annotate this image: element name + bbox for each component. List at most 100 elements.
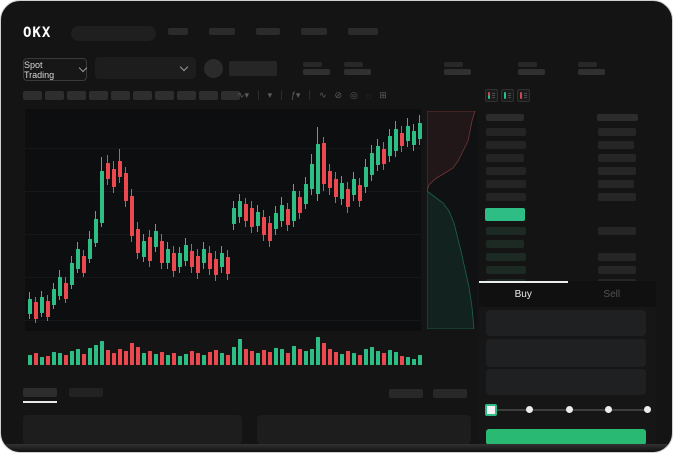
bid-price-row[interactable] <box>486 227 526 235</box>
volume-bar <box>274 348 278 365</box>
tab-buy[interactable]: Buy <box>514 288 532 300</box>
candle <box>304 184 308 204</box>
bid-price-row[interactable] <box>486 253 526 261</box>
volume-chart <box>25 335 422 365</box>
ask-amount-row <box>598 154 636 162</box>
filter-button-2[interactable] <box>433 389 467 398</box>
volume-bar <box>382 353 386 365</box>
volume-bar <box>70 351 74 365</box>
volume-bar <box>304 351 308 365</box>
timeframe-button-10[interactable] <box>221 91 240 100</box>
ask-amount-row <box>598 193 636 201</box>
compare-icon[interactable]: ⊘ <box>334 90 343 100</box>
bid-price-row[interactable] <box>486 240 524 248</box>
history-tab[interactable] <box>69 388 103 397</box>
slider-stop[interactable] <box>604 406 612 413</box>
candle <box>310 164 314 189</box>
nav-item-1[interactable] <box>168 28 188 35</box>
depth-chart[interactable] <box>426 110 477 330</box>
nav-item-5[interactable] <box>348 28 378 35</box>
filter-button-1[interactable] <box>389 389 423 398</box>
nav-item-4[interactable] <box>301 28 327 35</box>
timeframe-button-2[interactable] <box>45 91 64 100</box>
candle-type-icon[interactable]: ∿▾ <box>237 90 250 100</box>
slider-stop[interactable] <box>565 406 573 413</box>
volume-bar <box>118 349 122 365</box>
book-combined-icon[interactable] <box>485 89 498 102</box>
device-bottom-bezel <box>1 444 672 452</box>
candle <box>298 197 302 213</box>
candle <box>94 219 98 243</box>
candle <box>226 257 230 274</box>
ask-price-row[interactable] <box>486 141 526 149</box>
candlestick-chart[interactable] <box>25 109 422 331</box>
ask-price-row[interactable] <box>486 167 526 175</box>
order-input-2[interactable] <box>486 339 646 367</box>
timeframe-button-3[interactable] <box>67 91 86 100</box>
volume-bar <box>46 356 50 365</box>
interval-dropdown-icon[interactable]: ▾ <box>267 90 273 100</box>
buy-submit-button[interactable] <box>486 429 646 445</box>
tab-sell[interactable]: Sell <box>603 288 621 300</box>
stat-value-2 <box>344 69 371 75</box>
order-input-3[interactable] <box>486 369 646 395</box>
candle <box>118 161 122 177</box>
timeframe-button-7[interactable] <box>155 91 174 100</box>
buy-tab-indicator <box>479 281 568 283</box>
stat-value-3 <box>444 69 471 75</box>
snapshot-icon[interactable]: ◎ <box>350 90 358 100</box>
candle <box>196 256 200 273</box>
timeframe-button-9[interactable] <box>199 91 218 100</box>
ask-price-row[interactable] <box>486 128 526 136</box>
indicators-icon[interactable]: ƒ▾ <box>290 90 301 100</box>
bid-price-row[interactable] <box>486 266 526 274</box>
volume-bar <box>232 347 236 365</box>
timeframe-button-5[interactable] <box>111 91 130 100</box>
candle <box>340 183 344 199</box>
pair-selector[interactable] <box>95 57 196 79</box>
volume-bar <box>250 351 254 365</box>
orderbook-display-modes <box>485 89 530 102</box>
fullscreen-icon[interactable]: ⊞ <box>379 90 387 100</box>
volume-bar <box>130 343 134 365</box>
order-input-1[interactable] <box>486 310 646 336</box>
volume-bar <box>124 351 128 365</box>
toolbar-divider: | <box>308 90 311 101</box>
candle <box>256 212 260 226</box>
ask-price-row[interactable] <box>486 193 526 201</box>
candle <box>112 169 116 187</box>
candle <box>328 171 332 188</box>
candle <box>406 126 410 141</box>
candle <box>58 277 62 296</box>
search-input[interactable] <box>71 26 156 41</box>
timeframe-button-8[interactable] <box>177 91 196 100</box>
orders-panel-placeholder <box>23 415 242 444</box>
order-book[interactable] <box>479 111 656 287</box>
slider-stop[interactable] <box>526 406 534 413</box>
timeframe-button-6[interactable] <box>133 91 152 100</box>
orders-tab-active[interactable] <box>23 388 57 397</box>
history-icon[interactable]: ◌ <box>365 90 372 101</box>
ask-price-row[interactable] <box>486 180 526 188</box>
ask-price-row[interactable] <box>486 154 524 162</box>
slider-handle[interactable] <box>485 404 497 416</box>
candle <box>46 301 50 317</box>
okx-logo: OKX <box>23 25 52 41</box>
amount-slider[interactable] <box>485 404 651 416</box>
book-bids-icon[interactable] <box>501 89 514 102</box>
timeframe-button-4[interactable] <box>89 91 108 100</box>
chevron-down-icon <box>179 62 189 71</box>
timeframe-button-1[interactable] <box>23 91 42 100</box>
line-tool-icon[interactable]: ∿ <box>318 90 327 100</box>
volume-bar <box>166 355 170 365</box>
market-type-dropdown[interactable]: Spot Trading <box>23 58 88 81</box>
book-asks-icon[interactable] <box>517 89 530 102</box>
nav-item-2[interactable] <box>209 28 235 35</box>
nav-item-3[interactable] <box>256 28 280 35</box>
slider-stop[interactable] <box>644 406 651 413</box>
candle <box>52 289 56 305</box>
volume-bar <box>334 352 338 365</box>
volume-bar <box>328 349 332 365</box>
